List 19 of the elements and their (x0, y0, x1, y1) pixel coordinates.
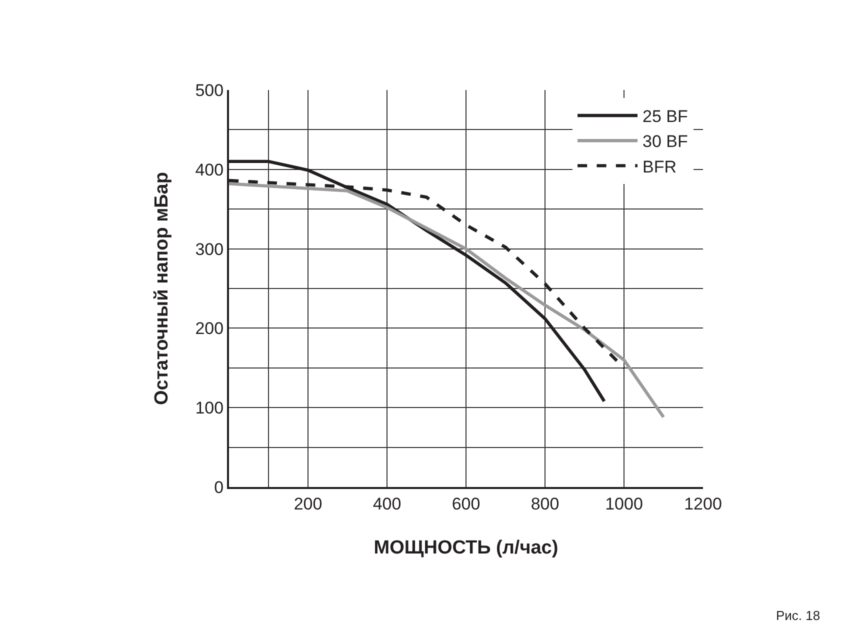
y-tick-label: 0 (214, 478, 224, 497)
y-tick-label: 500 (195, 80, 224, 100)
y-tick-label: 300 (195, 240, 224, 259)
text: Рис. 18 (776, 608, 820, 623)
x-tick-label: 800 (530, 494, 560, 514)
y-tick-label: 100 (195, 398, 224, 418)
x-tick-label: 200 (294, 494, 322, 514)
x-axis-title: МОЩНОСТЬ (л/час) (374, 538, 558, 559)
legend-label: 30 BF (642, 132, 688, 152)
line-series (229, 182, 666, 419)
y-tick-label: 400 (195, 160, 224, 180)
y-tick-label: 200 (195, 319, 224, 338)
y-axis-title: Остаточный напор мБар (152, 172, 173, 405)
x-tick-label: 400 (372, 494, 402, 514)
legend-label: BFR (642, 157, 677, 176)
x-tick-label: 1200 (684, 494, 722, 514)
legend-label: 25 BF (642, 107, 688, 126)
x-tick-label: 1000 (605, 494, 643, 514)
x-tick-label: 600 (452, 494, 480, 514)
